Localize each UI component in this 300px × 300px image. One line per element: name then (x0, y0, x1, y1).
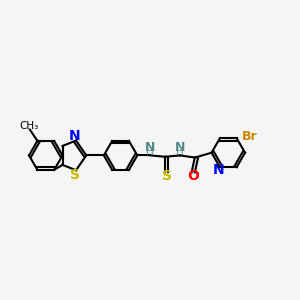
Text: H: H (146, 147, 154, 157)
Text: H: H (176, 147, 184, 157)
Text: Br: Br (242, 130, 257, 142)
Text: N: N (69, 129, 80, 143)
Text: O: O (187, 169, 199, 183)
Text: S: S (70, 168, 80, 182)
Text: CH₃: CH₃ (19, 121, 38, 131)
Text: N: N (213, 164, 224, 177)
Text: S: S (162, 169, 172, 183)
Text: N: N (175, 141, 185, 154)
Text: N: N (145, 141, 155, 154)
